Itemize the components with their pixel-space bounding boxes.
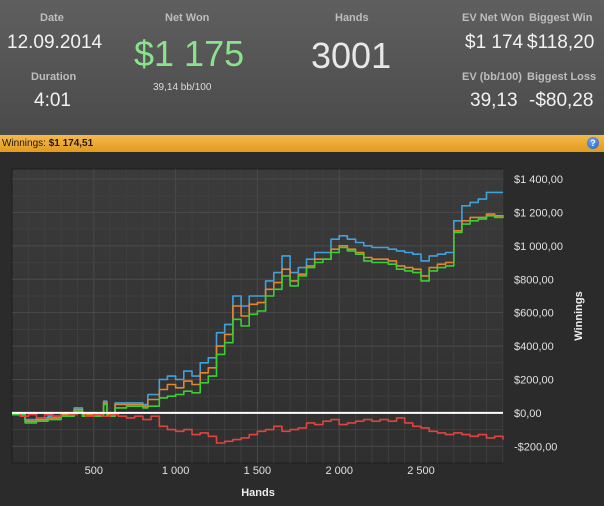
x-tick-label: 2 500 (407, 465, 435, 477)
help-icon[interactable]: ? (587, 137, 599, 149)
winnings-graph: 500 1 000 1 500 2 000 2 500 -$200,00 $0,00 $20… (0, 152, 604, 501)
winnings-summary: Winnings: $1 174,51 (2, 135, 93, 152)
biggest-loss-label: Biggest Loss (527, 71, 597, 83)
x-tick-label: 2 000 (325, 465, 353, 477)
x-tick-label: 500 (85, 465, 103, 477)
x-tick-label: 1 000 (162, 465, 190, 477)
x-axis-title: Hands (241, 487, 275, 499)
series-line-green (12, 215, 504, 424)
y-tick-label: $1 000,00 (514, 241, 563, 253)
net-won-label: Net Won (165, 12, 210, 24)
ev-net-won-label: EV Net Won (462, 12, 525, 24)
y-tick-label: $200,00 (514, 374, 554, 386)
session-stats-panel: Date 12.09.2014 Duration 4:01 Net Won $1… (0, 0, 604, 135)
date-label: Date (40, 12, 64, 24)
ev-net-won-value: $1 174 (465, 32, 524, 53)
biggest-loss-value: -$80,28 (529, 90, 594, 111)
net-won-bb-per-100: 39,14 bb/100 (153, 82, 212, 93)
x-tick-label: 1 500 (244, 465, 272, 477)
ev-bb-label: EV (bb/100) (462, 71, 522, 83)
winnings-value: $1 174,51 (48, 138, 94, 149)
x-axis-ticks: 500 1 000 1 500 2 000 2 500 (85, 465, 435, 477)
biggest-win-value: $118,20 (527, 32, 595, 53)
y-tick-label: $400,00 (514, 341, 554, 353)
y-axis-title: Winnings (573, 291, 585, 340)
y-axis-ticks: -$200,00 $0,00 $200,00 $400,00 $600,00 $800,0… (514, 174, 563, 453)
ev-bb-value: 39,13 (470, 90, 518, 111)
hands-label: Hands (335, 12, 369, 24)
duration-label: Duration (31, 71, 77, 83)
net-won-value: $1 175 (134, 33, 245, 74)
duration-value: 4:01 (34, 90, 71, 111)
series-layer (12, 191, 504, 444)
hands-value: 3001 (311, 35, 392, 76)
winnings-bar: Winnings: $1 174,51 ? (0, 135, 604, 152)
winnings-chart-svg: 500 1 000 1 500 2 000 2 500 -$200,00 $0,00 $20… (11, 168, 585, 499)
y-tick-label: $800,00 (514, 274, 554, 286)
biggest-win-label: Biggest Win (529, 12, 593, 24)
y-tick-label: $600,00 (514, 308, 554, 320)
winnings-label: Winnings: (2, 138, 46, 149)
y-tick-label: $0,00 (514, 408, 542, 420)
y-tick-label: $1 200,00 (514, 207, 563, 219)
y-tick-label: $1 400,00 (514, 174, 563, 186)
y-tick-label: -$200,00 (514, 441, 557, 453)
date-value: 12.09.2014 (7, 32, 103, 53)
series-line-red (12, 412, 504, 444)
